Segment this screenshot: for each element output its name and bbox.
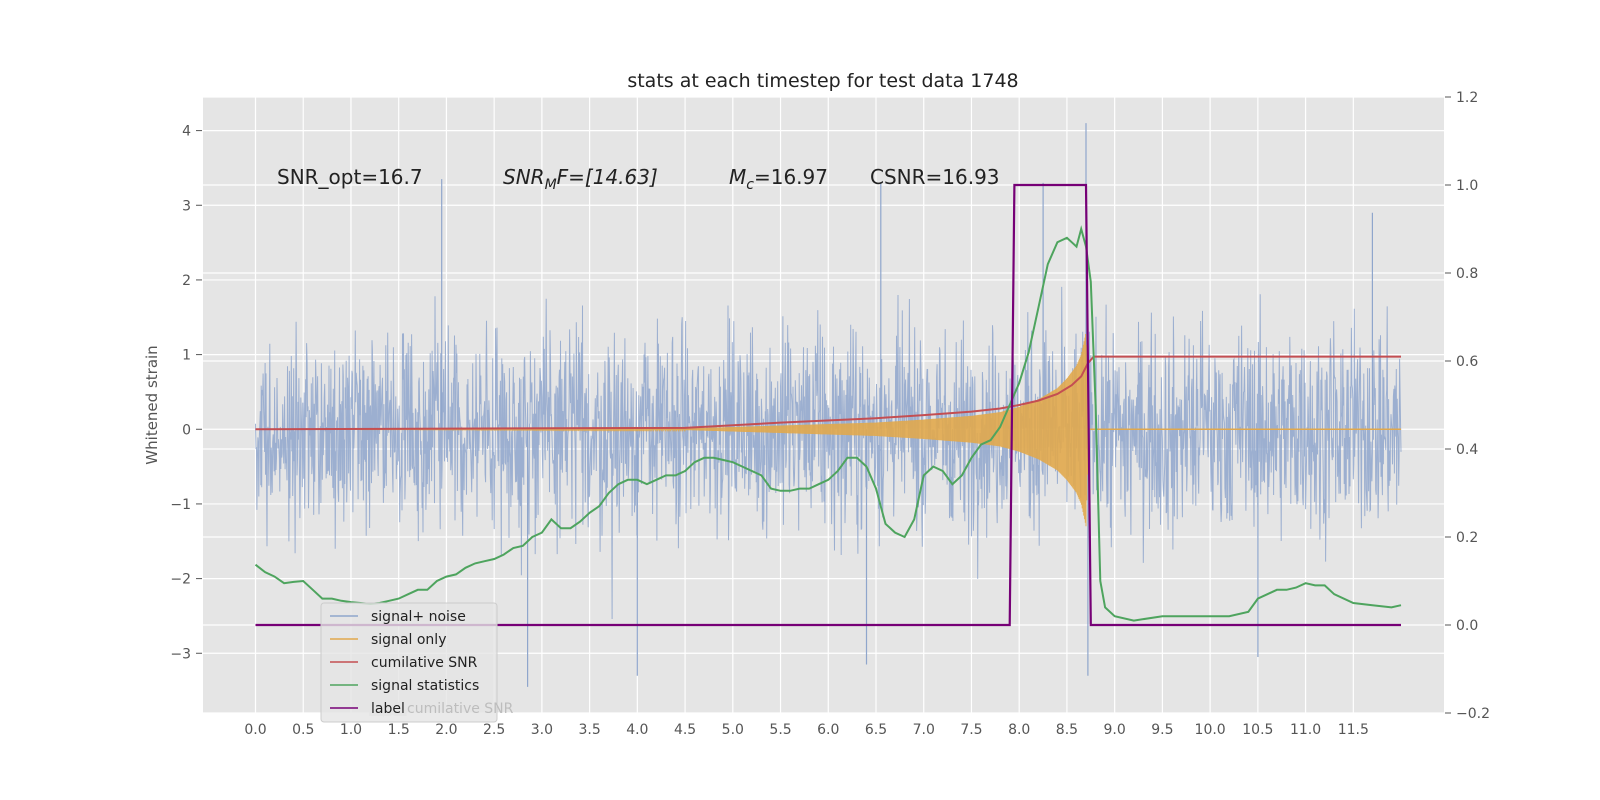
x-tick-label: 8.0 <box>1008 722 1030 738</box>
legend-label-cumulative-snr: cumilative SNR <box>371 655 478 671</box>
y-tick-label-right: 0.2 <box>1456 530 1478 546</box>
legend-label-signal-noise: signal+ noise <box>371 609 466 625</box>
annotation-snr-mf: SNRMF=[14.63] <box>503 165 658 193</box>
annotation-mc-sub: c <box>746 177 754 193</box>
annotation-snr-mf-rest: F=[14.63] <box>557 165 658 189</box>
x-tick-label: 2.0 <box>435 722 457 738</box>
annotations: SNR_opt=16.7 SNRMF=[14.63] Mc=16.97 CSNR… <box>277 165 1000 193</box>
x-tick-label: 10.0 <box>1195 722 1226 738</box>
series-cumulative-snr <box>255 355 1401 431</box>
y-axis-label: Whitened strain <box>143 345 161 464</box>
x-tick-label: 7.0 <box>913 722 935 738</box>
x-tick-label: 6.0 <box>817 722 839 738</box>
y-tick-label-left: −1 <box>170 497 191 513</box>
annotation-mc: Mc=16.97 <box>729 165 828 193</box>
annotation-snr-mf-sub: M <box>545 177 557 193</box>
y-tick-label-right: 0.8 <box>1456 266 1478 282</box>
annotation-snr-opt: SNR_opt=16.7 <box>277 165 423 189</box>
y-tick-label-left: −2 <box>170 572 191 588</box>
legend: cumilative SNR signal+ noise signal only… <box>320 602 514 723</box>
x-tick-label: 9.5 <box>1151 722 1173 738</box>
annotation-mc-base: M <box>729 165 746 189</box>
x-tick-label: 9.0 <box>1104 722 1126 738</box>
x-tick-label: 1.0 <box>340 722 362 738</box>
y-tick-label-left: 0 <box>182 422 191 438</box>
x-tick-label: 10.5 <box>1242 722 1273 738</box>
x-tick-label: 6.5 <box>865 722 887 738</box>
legend-ghost-text: cumilative SNR <box>407 701 514 717</box>
y-tick-label-right: 0.0 <box>1456 618 1478 634</box>
annotation-csnr: CSNR=16.93 <box>870 165 1000 189</box>
legend-box <box>320 602 498 723</box>
x-tick-label: 5.0 <box>722 722 744 738</box>
y-tick-label-right: −0.2 <box>1456 706 1490 722</box>
x-tick-label: 8.5 <box>1056 722 1078 738</box>
x-tick-label: 5.5 <box>769 722 791 738</box>
x-tick-label: 0.0 <box>244 722 266 738</box>
x-tick-label: 2.5 <box>483 722 505 738</box>
x-tick-label: 3.0 <box>531 722 553 738</box>
chart-title: stats at each timestep for test data 174… <box>627 70 1018 92</box>
legend-label-label: label <box>371 701 405 717</box>
series-signal-noise <box>255 286 1402 620</box>
y-tick-label-right: 1.2 <box>1456 90 1478 106</box>
annotation-mc-rest: =16.97 <box>754 165 828 189</box>
y-tick-label-left: 1 <box>182 348 191 364</box>
legend-label-signal-only: signal only <box>371 632 446 648</box>
annotation-snr-mf-base: SNR <box>503 165 545 189</box>
series-label <box>255 183 1401 627</box>
x-tick-label: 4.0 <box>626 722 648 738</box>
x-tick-label: 7.5 <box>960 722 982 738</box>
y-tick-label-left: 2 <box>182 273 191 289</box>
legend-label-signal-statistics: signal statistics <box>371 678 479 694</box>
x-tick-label: 3.5 <box>578 722 600 738</box>
x-tick-label: 4.5 <box>674 722 696 738</box>
y-tick-label-left: 3 <box>182 198 191 214</box>
y-tick-label-right: 0.4 <box>1456 442 1478 458</box>
y-tick-label-left: 4 <box>182 124 191 140</box>
series-signal-statistics <box>254 225 1402 622</box>
x-tick-label: 0.5 <box>292 722 314 738</box>
y-tick-label-right: 1.0 <box>1456 178 1478 194</box>
x-tick-label: 11.5 <box>1338 722 1369 738</box>
y-tick-label-left: −3 <box>170 646 191 662</box>
x-tick-label: 11.0 <box>1290 722 1321 738</box>
y-tick-label-right: 0.6 <box>1456 354 1478 370</box>
plot-area <box>254 123 1402 687</box>
axes: 0.0 0.5 1.0 1.5 2.0 2.5 3.0 3.5 4.0 4.5 5.0 5.5 6.0 6… <box>170 90 1490 738</box>
x-tick-label: 1.5 <box>388 722 410 738</box>
